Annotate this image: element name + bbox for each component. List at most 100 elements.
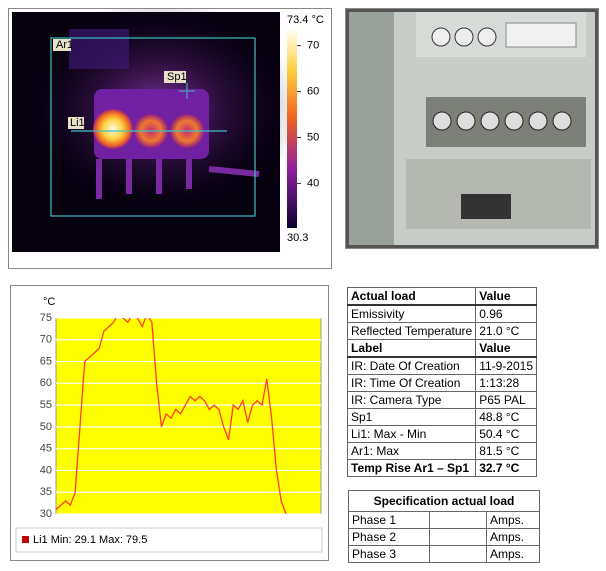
blank-cell	[429, 545, 487, 563]
scale-tick-label: 70	[307, 40, 319, 52]
y-unit: °C	[43, 296, 55, 308]
color-bar	[287, 30, 297, 228]
table-cell: Label	[346, 339, 477, 358]
unit-cell: Amps.	[486, 511, 540, 529]
unit-cell: Amps.	[486, 545, 540, 563]
table-cell: 48.8 °C	[475, 408, 538, 426]
table-cell: IR: Time Of Creation	[346, 374, 477, 392]
data-line	[56, 318, 287, 514]
scale-min: 30.3	[287, 232, 308, 244]
table-title: Specification actual load	[348, 490, 540, 512]
table-row: IR: Date Of Creation 11-9-2015	[346, 356, 538, 375]
label-box	[68, 117, 84, 129]
table-row: Phase 3 Amps.	[348, 545, 540, 563]
legend-frame	[15, 527, 323, 553]
thermal-panel: Ar1 Sp1 Li1 73.4 °C 30.3 70 60 50 40	[8, 0, 332, 269]
scale-max: 73.4 °C	[287, 14, 324, 26]
table-cell: Value	[475, 287, 538, 306]
table-row: Li1: Max - Min 50.4 °C	[346, 425, 538, 443]
table-cell: Emissivity	[346, 304, 477, 323]
table-row: Phase 2 Amps.	[348, 528, 540, 546]
hotspot	[93, 109, 133, 149]
scale-tick-label: 60	[307, 85, 319, 97]
y-tick-label: 40	[40, 464, 52, 476]
fuse	[552, 111, 572, 131]
table-cell: Reflected Temperature	[346, 322, 477, 340]
glow	[69, 29, 129, 69]
wires	[96, 159, 260, 199]
label-box	[53, 39, 71, 51]
terminal	[461, 194, 511, 219]
table-cell: IR: Camera Type	[346, 391, 477, 409]
switches	[505, 22, 577, 48]
fuse	[504, 111, 524, 131]
table-cell: 21.0 °C	[475, 322, 538, 340]
y-tick-label: 30	[40, 508, 52, 520]
thermal-image: Ar1 Sp1 Li1 73.4 °C 30.3 70 60 50 40	[12, 0, 324, 252]
spot-label: Sp1	[167, 71, 187, 83]
table-cell: 0.96	[475, 304, 538, 323]
table-cell: 81.5 °C	[475, 442, 538, 460]
table-row: Phase 1 Amps.	[348, 511, 540, 529]
y-tick-label: 50	[40, 421, 52, 433]
blank-cell	[429, 511, 487, 529]
fuse	[477, 27, 497, 47]
table-row: Temp Rise Ar1 – Sp1 32.7 °C	[346, 459, 538, 477]
table-cell: 50.4 °C	[475, 425, 538, 443]
table-cell: P65 PAL	[475, 391, 538, 409]
table-row: Actual load Value	[346, 287, 538, 306]
table-row: IR: Camera Type P65 PAL	[346, 391, 538, 409]
table-cell: 11-9-2015	[475, 356, 538, 375]
y-tick-label: 75	[40, 312, 52, 324]
fuse	[432, 111, 452, 131]
table-row: Reflected Temperature 21.0 °C	[346, 322, 538, 340]
blank-cell	[429, 528, 487, 546]
y-tick-label: 55	[40, 399, 52, 411]
fuse	[528, 111, 548, 131]
table-cell: 32.7 °C	[475, 459, 538, 477]
table-cell: Value	[475, 339, 538, 358]
area-label: Ar1	[56, 39, 73, 51]
phase-cell: Phase 3	[348, 545, 430, 563]
y-tick-label: 60	[40, 377, 52, 389]
table-row: Label Value	[346, 339, 538, 358]
label-box	[164, 71, 186, 83]
y-tick-label: 45	[40, 443, 52, 455]
legend-swatch	[22, 536, 29, 543]
table-cell: Li1: Max - Min	[346, 425, 477, 443]
phase-cell: Phase 2	[348, 528, 430, 546]
table-header-row: Specification actual load	[348, 490, 540, 512]
table-cell: IR: Date Of Creation	[346, 356, 477, 375]
table-cell: 1:13:28	[475, 374, 538, 392]
area-box	[50, 37, 256, 217]
line-label: Li1	[70, 117, 85, 129]
photo	[349, 12, 595, 245]
fuse	[480, 111, 500, 131]
chart: °C 30 35 40 45 50 55 60 65 70 75 Li1 Min: 29.1 Max…	[15, 296, 323, 553]
info-table: Actual load Value Emissivity 0.96 Reflected …	[346, 287, 538, 477]
table-row: Emissivity 0.96	[346, 304, 538, 323]
phase-cell: Phase 1	[348, 511, 430, 529]
y-tick-label: 35	[40, 486, 52, 498]
table-cell: Actual load	[346, 287, 477, 306]
scale-tick-label: 40	[307, 177, 319, 189]
table-row: IR: Time Of Creation 1:13:28	[346, 374, 538, 392]
fuse	[454, 27, 474, 47]
spec-table: Specification actual load Phase 1 Amps. Pha…	[348, 490, 540, 563]
plot-area	[55, 317, 322, 515]
photo-panel	[345, 8, 599, 249]
table-cell: Sp1	[346, 408, 477, 426]
table-row: Sp1 48.8 °C	[346, 408, 538, 426]
table-row: Ar1: Max 81.5 °C	[346, 442, 538, 460]
scale-tick-label: 50	[307, 131, 319, 143]
y-tick-label: 70	[40, 334, 52, 346]
y-tick-label: 65	[40, 355, 52, 367]
unit-cell: Amps.	[486, 528, 540, 546]
fuse	[456, 111, 476, 131]
legend-text: Li1 Min: 29.1 Max: 79.5	[33, 534, 147, 546]
chart-panel: °C 30 35 40 45 50 55 60 65 70 75 Li1 Min: 29.1 Max…	[10, 285, 329, 561]
table-cell: Temp Rise Ar1 – Sp1	[346, 459, 477, 477]
table-cell: Ar1: Max	[346, 442, 477, 460]
fuse	[431, 27, 451, 47]
